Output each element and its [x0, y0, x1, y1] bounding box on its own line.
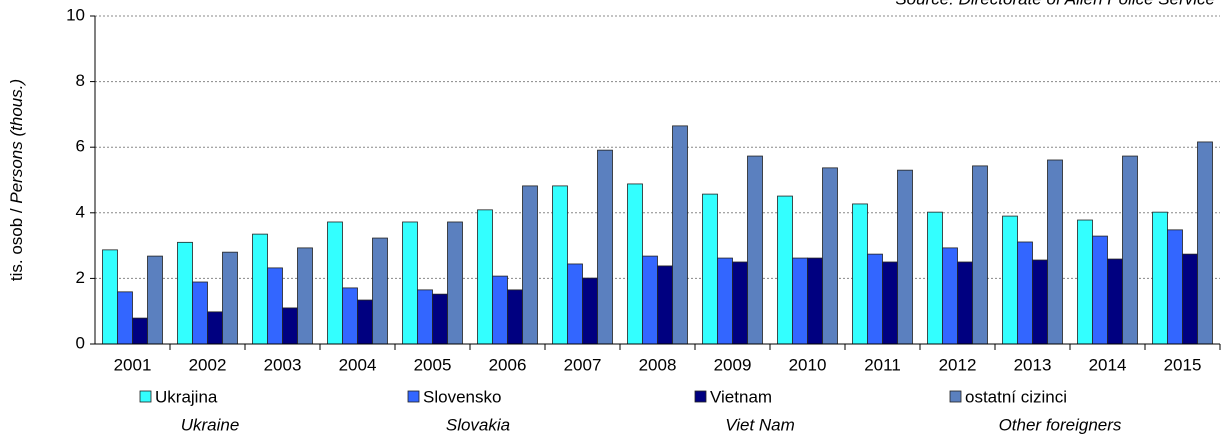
bar: [897, 169, 913, 345]
legend-label: Slovensko: [423, 387, 501, 406]
bar: [807, 257, 823, 345]
legend-label-en: Slovakia: [446, 415, 510, 434]
bar: [102, 249, 118, 345]
bar: [207, 311, 223, 345]
bar: [417, 289, 433, 345]
bar: [1152, 211, 1168, 345]
bar: [657, 265, 673, 345]
bar: [867, 253, 883, 345]
x-tick-label: 2008: [639, 355, 677, 374]
bar: [267, 267, 283, 345]
bar: [1122, 155, 1138, 345]
bar: [1047, 159, 1063, 345]
bar: [522, 185, 538, 345]
bar: [177, 241, 193, 345]
bar: [327, 221, 343, 345]
bar: [747, 155, 763, 345]
y-tick-label: 6: [76, 137, 85, 156]
bar: [192, 281, 208, 345]
x-tick-label: 2002: [189, 355, 227, 374]
bar: [552, 185, 568, 345]
bar: [222, 251, 238, 345]
legend-label: Vietnam: [710, 387, 772, 406]
x-tick-label: 2009: [714, 355, 752, 374]
bar: [297, 247, 313, 345]
x-tick-label: 2014: [1089, 355, 1127, 374]
bar: [147, 255, 163, 345]
bar: [1197, 141, 1213, 345]
x-tick-label: 2013: [1014, 355, 1052, 374]
bar: [342, 287, 358, 345]
bar: [1077, 219, 1093, 345]
legend-label: ostatní cizinci: [965, 387, 1067, 406]
bar: [942, 247, 958, 345]
bar: [1002, 215, 1018, 345]
legend-swatch: [949, 390, 962, 403]
y-label-cz: tis. osob /: [7, 208, 26, 281]
x-tick-label: 2006: [489, 355, 527, 374]
bar: [567, 263, 583, 345]
bar: [447, 221, 463, 345]
y-label-en: Persons (thous.): [7, 79, 26, 204]
bar: [252, 233, 268, 345]
bar: [492, 275, 508, 345]
x-tick-label: 2005: [414, 355, 452, 374]
x-tick-label: 2012: [939, 355, 977, 374]
bar: [792, 257, 808, 345]
bar: [357, 299, 373, 345]
bar: [672, 125, 688, 345]
y-tick-label: 0: [76, 333, 85, 352]
bar: [627, 183, 643, 345]
x-tick-label: 2004: [339, 355, 377, 374]
bar: [822, 167, 838, 345]
bar: [282, 307, 298, 345]
bar: [477, 209, 493, 345]
legend-label-en: Other foreigners: [999, 415, 1122, 434]
x-tick-label: 2011: [864, 355, 901, 374]
bar: [702, 193, 718, 345]
bar: [1032, 259, 1048, 345]
source: Source: Directorate of Alien Police Serv…: [895, 0, 1215, 8]
bar: [597, 149, 613, 345]
y-tick-label: 10: [66, 5, 85, 24]
y-tick-label: 8: [76, 71, 85, 90]
bar: [927, 211, 943, 345]
bar: [732, 261, 748, 345]
bar: [777, 195, 793, 345]
x-tick-label: 2007: [564, 355, 602, 374]
bar: [1092, 235, 1108, 345]
bar: [582, 277, 598, 345]
bar: [1182, 253, 1198, 345]
bar: [507, 289, 523, 345]
legend-label-en: Viet Nam: [725, 415, 795, 434]
y-tick-label: 2: [76, 268, 85, 287]
bar: [957, 261, 973, 345]
bar: [432, 293, 448, 345]
x-tick-label: 2010: [789, 355, 827, 374]
bar: [642, 255, 658, 345]
legend-swatch: [407, 390, 420, 403]
bar: [717, 257, 733, 345]
bar: [117, 291, 133, 345]
bar: [132, 317, 148, 345]
legend-label-en: Ukraine: [181, 415, 240, 434]
bar: [372, 237, 388, 345]
bar: [852, 203, 868, 345]
bar: [882, 261, 898, 345]
y-tick-label: 4: [76, 202, 85, 221]
bar: [972, 165, 988, 345]
bar: [1107, 258, 1123, 345]
bar: [1167, 229, 1183, 345]
bar: [1017, 241, 1033, 345]
x-tick-label: 2015: [1164, 355, 1202, 374]
x-tick-label: 2003: [264, 355, 302, 374]
legend-label: Ukrajina: [155, 387, 218, 406]
y-axis-label: tis. osob / Persons (thous.): [7, 79, 26, 281]
legend-swatch: [694, 390, 707, 403]
legend-swatch: [139, 390, 152, 403]
bar: [402, 221, 418, 345]
x-tick-label: 2001: [114, 355, 152, 374]
